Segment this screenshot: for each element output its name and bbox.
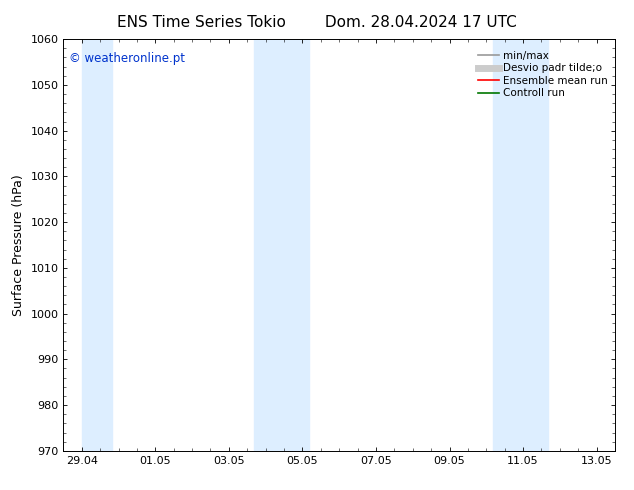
Text: © weatheronline.pt: © weatheronline.pt [69, 51, 185, 65]
Legend: min/max, Desvio padr tilde;o, Ensemble mean run, Controll run: min/max, Desvio padr tilde;o, Ensemble m… [476, 49, 610, 100]
Y-axis label: Surface Pressure (hPa): Surface Pressure (hPa) [12, 174, 25, 316]
Bar [82, 39, 112, 451]
Bar [493, 39, 548, 451]
Bar [254, 39, 309, 451]
Text: ENS Time Series Tokio        Dom. 28.04.2024 17 UTC: ENS Time Series Tokio Dom. 28.04.2024 17… [117, 15, 517, 30]
